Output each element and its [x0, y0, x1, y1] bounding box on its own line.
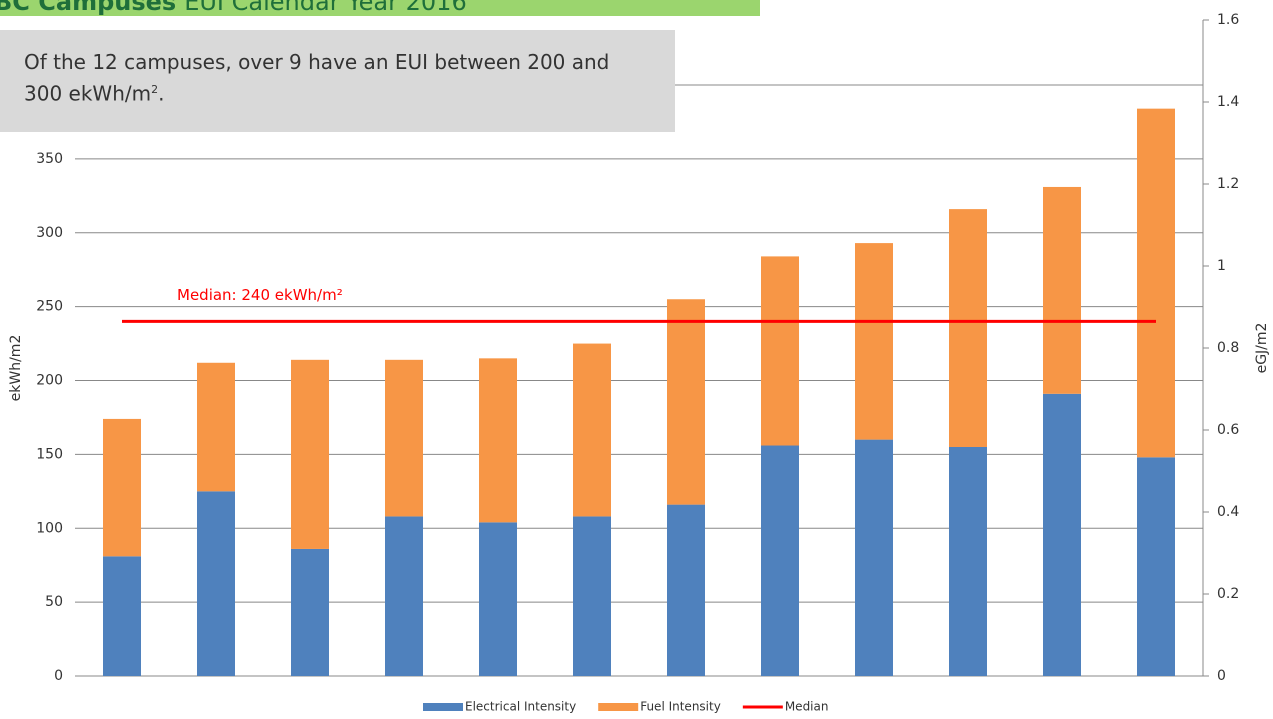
y-tick-label: 200	[36, 373, 63, 389]
y-axis-label: ekWh/m2	[8, 335, 24, 402]
bar-segment	[761, 445, 799, 676]
bar-segment	[667, 504, 705, 676]
bar-segment	[1137, 457, 1175, 676]
bar-segment	[291, 359, 329, 549]
legend-label: Fuel Intensity	[640, 700, 721, 714]
annotation: Median: 240 ekWh/m²	[177, 286, 343, 304]
bar-segment	[949, 209, 987, 447]
callout-text: Of the 12 campuses, over 9 have an EUI b…	[24, 48, 624, 108]
chart-title: BC Campuses	[0, 0, 177, 16]
y-tick-label: 350	[36, 151, 63, 167]
callout-sup: 2	[151, 83, 159, 96]
y-tick-label: 100	[36, 520, 63, 536]
y2-tick-label: 1.4	[1217, 94, 1239, 110]
y2-tick-label: 1.2	[1217, 176, 1239, 192]
y-tick-label: 0	[54, 668, 63, 684]
bar-segment	[385, 359, 423, 517]
y-tick-label: 250	[36, 299, 63, 315]
bar-segment	[479, 358, 517, 523]
y2-tick-label: 0.2	[1217, 586, 1239, 602]
bar-segment	[103, 418, 141, 557]
bar-segment	[1137, 108, 1175, 458]
callout-main: Of the 12 campuses, over 9 have an EUI b…	[24, 50, 610, 106]
bar-segment	[1043, 393, 1081, 676]
bar-segment	[855, 439, 893, 676]
legend-label: Electrical Intensity	[465, 700, 576, 714]
bar-segment	[573, 343, 611, 517]
bar-segment	[103, 556, 141, 676]
y2-tick-label: 0.4	[1217, 504, 1239, 520]
legend-label: Median	[785, 700, 829, 714]
bar-segment	[385, 516, 423, 676]
y2-tick-label: 0	[1217, 668, 1226, 684]
title-banner: BC Campuses EUI Calendar Year 2016	[0, 0, 760, 16]
bar-segment	[1043, 186, 1081, 394]
y2-tick-label: 1	[1217, 258, 1226, 274]
y2-tick-label: 1.6	[1217, 12, 1239, 28]
bar-segment	[573, 516, 611, 676]
legend-swatch	[423, 703, 463, 711]
bar-segment	[761, 256, 799, 446]
bar-segment	[667, 299, 705, 505]
bar-segment	[479, 522, 517, 676]
bar-segment	[197, 491, 235, 676]
bar-segment	[291, 548, 329, 676]
y-tick-label: 300	[36, 225, 63, 241]
callout: Of the 12 campuses, over 9 have an EUI b…	[0, 30, 675, 132]
chart-subtitle: EUI Calendar Year 2016	[184, 0, 467, 16]
callout-end: .	[158, 81, 165, 106]
y2-tick-label: 0.8	[1217, 340, 1239, 356]
y-tick-label: 50	[45, 594, 63, 610]
y-tick-label: 150	[36, 446, 63, 462]
y2-axis-label: eGJ/m2	[1254, 323, 1270, 374]
bar-segment	[855, 243, 893, 440]
y2-tick-label: 0.6	[1217, 422, 1239, 438]
bar-segment	[949, 446, 987, 676]
bar-segment	[197, 362, 235, 492]
legend-swatch	[598, 703, 639, 711]
